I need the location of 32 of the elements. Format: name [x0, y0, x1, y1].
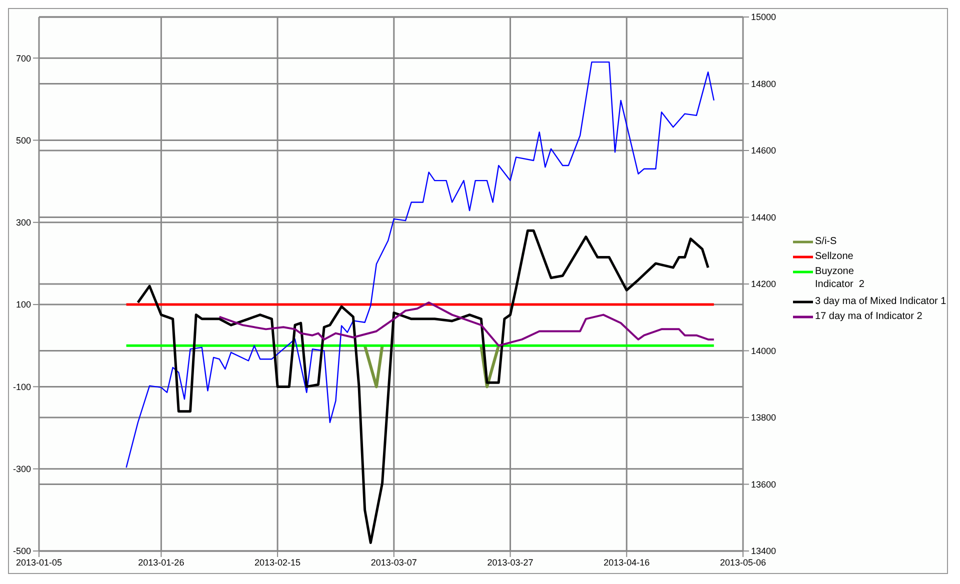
y2-tick-label: 13600 [751, 479, 776, 490]
y2-tick-label: 13400 [751, 546, 776, 556]
line-series [126, 61, 715, 468]
x-tick-label: 2013-04-16 [604, 557, 650, 568]
x-tick-label: 2013-05-06 [720, 557, 766, 568]
y-tick-label: -300 [12, 464, 31, 474]
y2-tick-label: 13800 [751, 412, 776, 423]
x-tick-label: 2013-01-05 [16, 557, 62, 568]
x-tick-label: 2013-01-26 [138, 557, 184, 568]
text: Indicator 2 [814, 279, 866, 292]
legend-label: S/i-S [815, 236, 837, 247]
y2-tick-label: 14600 [751, 146, 776, 156]
y2-tick-label: 14400 [751, 212, 776, 222]
line-series [218, 301, 715, 347]
y-tick-label: 500 [16, 135, 31, 146]
legend-label: Buyzone [815, 266, 854, 277]
y-tick-label: -100 [12, 382, 31, 392]
y2-tick-label: 15000 [751, 12, 776, 22]
y-tick-label: 100 [16, 300, 31, 310]
x-tick-label: 2013-03-07 [370, 557, 417, 568]
y2-tick-label: 14200 [751, 279, 776, 290]
y-tick-label: -500 [12, 546, 31, 556]
y2-tick-label: 14800 [751, 78, 776, 89]
legend-label: Sellzone [815, 251, 854, 262]
legend-label: 17 day ma of Indicator 2 [815, 311, 922, 322]
x-tick-label: 2013-03-27 [487, 557, 534, 568]
y-tick-label: 300 [16, 218, 31, 228]
y2-tick-label: 14000 [751, 346, 776, 356]
y-tick-label: 700 [16, 53, 31, 64]
line-series [136, 229, 710, 544]
x-tick-label: 2013-02-15 [254, 557, 301, 568]
legend-label: 3 day ma of Mixed Indicator 1 [815, 296, 946, 307]
